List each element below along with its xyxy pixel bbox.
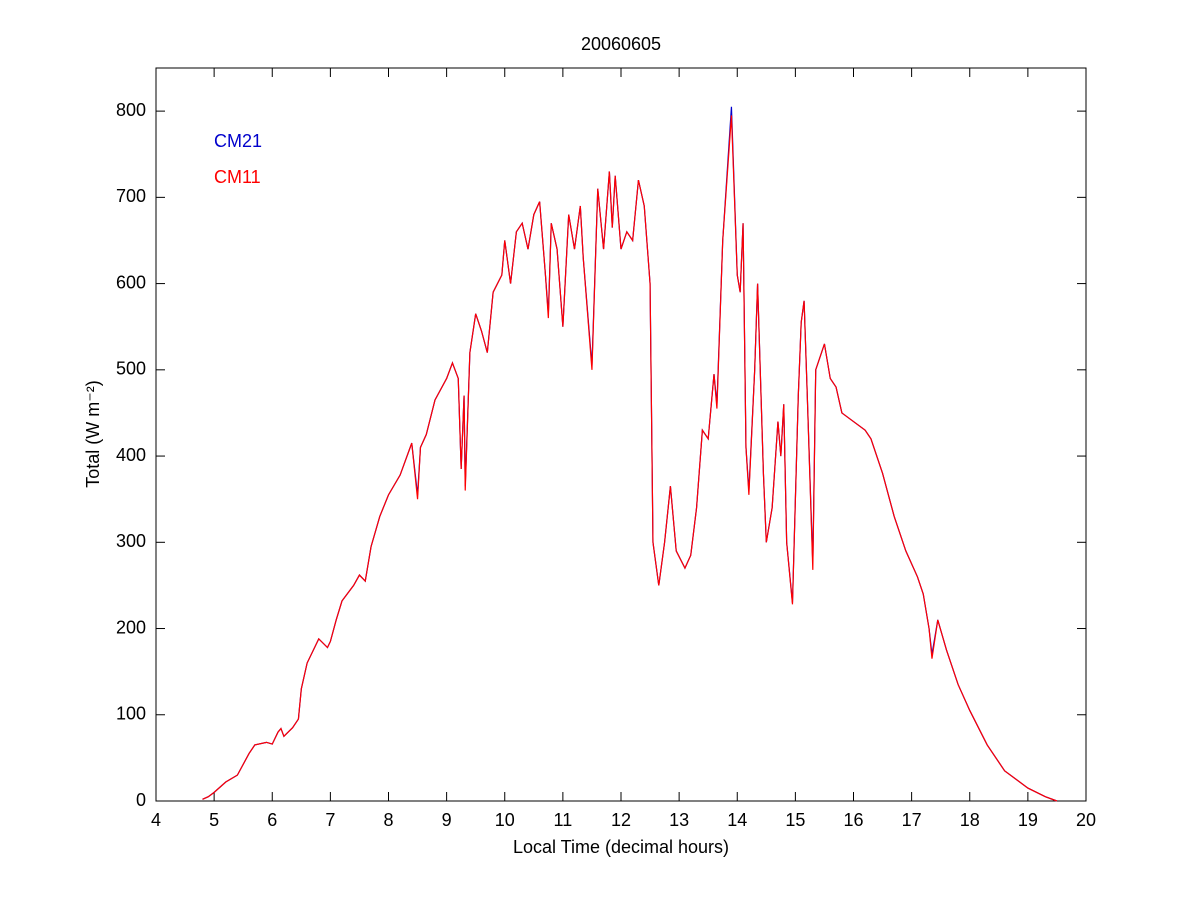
x-tick-label: 14 (727, 810, 747, 830)
x-tick-label: 15 (785, 810, 805, 830)
x-tick-label: 19 (1018, 810, 1038, 830)
chart-title: 20060605 (581, 34, 661, 54)
x-tick-label: 10 (495, 810, 515, 830)
y-tick-label: 300 (116, 531, 146, 551)
x-axis-label: Local Time (decimal hours) (513, 837, 729, 857)
legend-entry: CM21 (214, 131, 262, 151)
x-tick-label: 16 (843, 810, 863, 830)
legend-entry: CM11 (214, 167, 261, 187)
series-line (202, 115, 1058, 802)
x-tick-label: 4 (151, 810, 161, 830)
y-tick-label: 700 (116, 186, 146, 206)
y-tick-label: 600 (116, 272, 146, 292)
x-tick-label: 18 (960, 810, 980, 830)
y-tick-label: 200 (116, 617, 146, 637)
y-axis-label: Total (W m⁻²) (83, 380, 103, 488)
y-tick-label: 100 (116, 704, 146, 724)
y-tick-label: 0 (136, 790, 146, 810)
y-tick-label: 800 (116, 100, 146, 120)
x-tick-label: 7 (325, 810, 335, 830)
x-tick-label: 17 (902, 810, 922, 830)
x-tick-label: 8 (383, 810, 393, 830)
x-tick-label: 12 (611, 810, 631, 830)
x-tick-label: 13 (669, 810, 689, 830)
x-tick-label: 6 (267, 810, 277, 830)
x-tick-label: 11 (554, 810, 573, 830)
x-tick-label: 5 (209, 810, 219, 830)
x-tick-label: 9 (442, 810, 452, 830)
x-tick-label: 20 (1076, 810, 1096, 830)
y-tick-label: 500 (116, 359, 146, 379)
y-tick-label: 400 (116, 445, 146, 465)
